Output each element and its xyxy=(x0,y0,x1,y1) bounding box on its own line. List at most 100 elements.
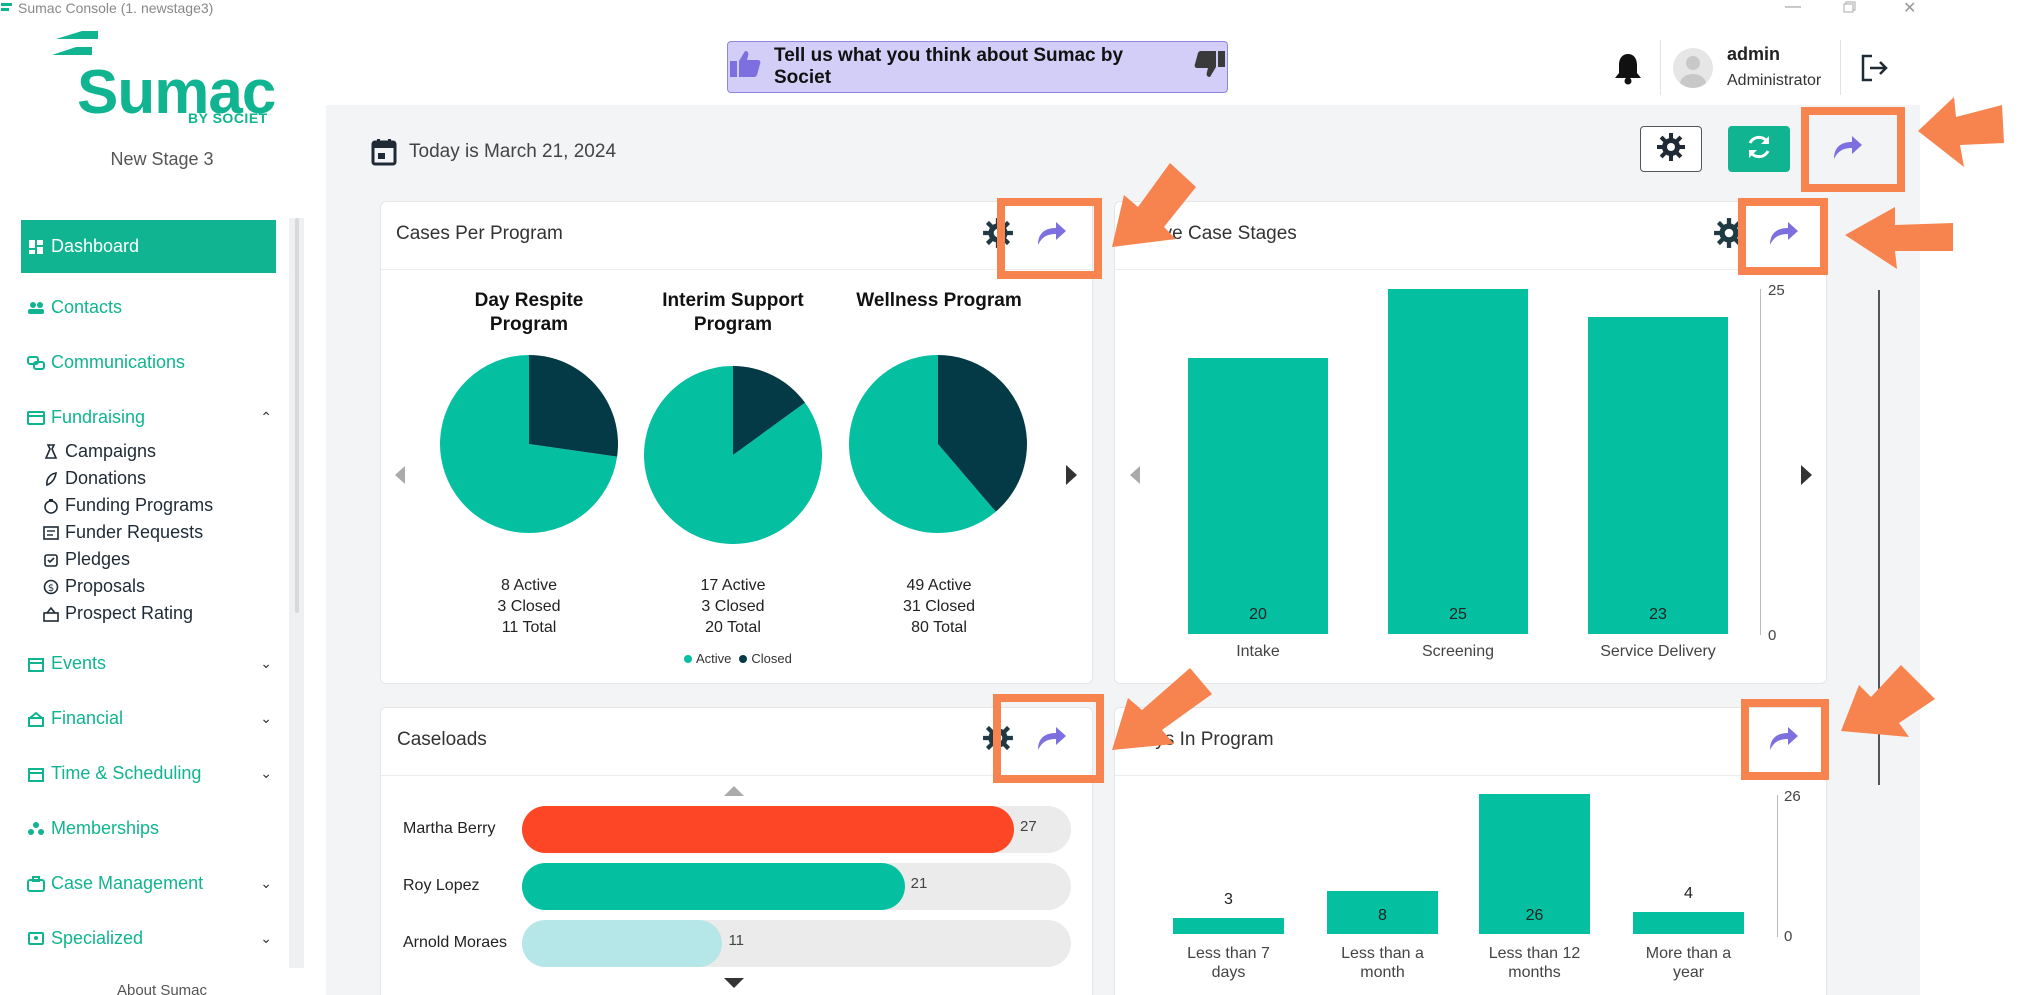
thumbs-down-icon[interactable] xyxy=(1193,49,1227,85)
sub-funder-requests[interactable]: Funder Requests xyxy=(42,519,203,546)
calendar-icon xyxy=(371,138,397,171)
sub-donations[interactable]: Donations xyxy=(42,465,146,492)
restore-icon[interactable] xyxy=(1843,0,1857,18)
user-name: admin xyxy=(1727,44,1781,64)
sidebar-scrollbar[interactable] xyxy=(295,218,299,613)
pie-stat-total: 11 Total xyxy=(501,619,557,636)
nav-memberships[interactable]: Memberships xyxy=(21,802,276,855)
thumbs-up-icon[interactable] xyxy=(728,49,762,85)
bar-value-label: 25 xyxy=(1449,606,1467,623)
bar-category-line: months xyxy=(1508,964,1561,981)
pie-title: Day Respite Program xyxy=(474,290,584,335)
y-axis-bottom-label: 0 xyxy=(1784,928,1793,945)
sub-funding-programs-label: Funding Programs xyxy=(65,495,214,515)
sub-prospect-rating[interactable]: Prospect Rating xyxy=(42,600,193,627)
main-scrollbar[interactable] xyxy=(1878,290,1880,785)
bar-intake xyxy=(1188,358,1328,634)
pie-stat-total: 80 Total xyxy=(911,619,967,636)
nav-specialized[interactable]: Specialized ⌄ xyxy=(21,912,276,965)
sub-proposals[interactable]: $ Proposals xyxy=(42,573,145,600)
days-in-program-card xyxy=(1114,707,1827,995)
days-in-program-title: Days In Program xyxy=(1131,729,1274,750)
minimize-icon[interactable]: — xyxy=(1785,0,1801,15)
bar-value-label: 26 xyxy=(1525,907,1544,924)
feedback-banner[interactable]: Tell us what you think about Sumac by So… xyxy=(727,41,1228,93)
memberships-icon xyxy=(26,819,46,839)
refresh-icon xyxy=(1744,132,1774,167)
card-divider xyxy=(381,775,1092,776)
financial-icon xyxy=(26,709,46,729)
sub-campaigns-label: Campaigns xyxy=(65,441,157,461)
nav-fundraising-label: Fundraising xyxy=(51,407,146,427)
sub-pledges-label: Pledges xyxy=(65,549,131,569)
fundraising-icon xyxy=(26,408,46,428)
nav-dashboard[interactable]: Dashboard xyxy=(21,220,276,273)
nav-time-scheduling[interactable]: Time & Scheduling ⌄ xyxy=(21,747,276,800)
sub-pledges[interactable]: Pledges xyxy=(42,546,130,573)
bar-value-label: 8 xyxy=(1378,907,1387,924)
bar-screening xyxy=(1388,289,1528,634)
dashboard-settings-button[interactable] xyxy=(1640,126,1702,172)
bar-category-label: Screening xyxy=(1421,643,1495,660)
pie-slice-closed xyxy=(938,355,1027,512)
share-arrow-icon[interactable] xyxy=(1766,219,1800,252)
donations-icon xyxy=(42,470,60,488)
carousel-next-icon[interactable] xyxy=(1801,465,1812,485)
nav-case-management[interactable]: Case Management ⌄ xyxy=(21,857,276,910)
caseload-value: 21 xyxy=(910,875,928,892)
bar-value-label: 3 xyxy=(1224,890,1233,908)
caseload-name: Arnold Moraes xyxy=(403,934,508,951)
nav-contacts-label: Contacts xyxy=(51,297,123,317)
caseload-bar-martha-berry xyxy=(522,806,1014,853)
nav-events-label: Events xyxy=(51,653,107,673)
sub-funding-programs[interactable]: Funding Programs xyxy=(42,492,213,519)
avatar[interactable] xyxy=(1673,48,1713,88)
share-arrow-icon[interactable] xyxy=(1766,724,1800,757)
annotation-arrow-icon xyxy=(1845,207,1953,269)
pie-stat-closed: 3 Closed xyxy=(497,598,561,615)
scroll-up-icon[interactable] xyxy=(724,786,744,796)
annotation-arrow-icon xyxy=(1841,665,1935,737)
cases-per-program-title: Cases Per Program xyxy=(396,223,563,244)
bar-category-label: More than a year xyxy=(1608,944,1769,982)
bar-category-line: Less than a xyxy=(1341,945,1424,962)
sub-campaigns[interactable]: Campaigns xyxy=(42,438,156,465)
gear-icon xyxy=(1656,132,1686,167)
card-divider xyxy=(1115,269,1826,270)
nav-communications[interactable]: Communications xyxy=(21,336,276,389)
nav-time-scheduling-label: Time & Scheduling xyxy=(51,763,202,783)
nav-fundraising[interactable]: Fundraising ⌃ xyxy=(21,391,276,444)
carousel-prev-icon[interactable] xyxy=(1130,466,1140,484)
legend-label-closed: Closed xyxy=(751,651,792,666)
carousel-next-icon[interactable] xyxy=(1066,465,1077,485)
share-arrow-icon xyxy=(1830,133,1864,166)
feedback-text: Tell us what you think about Sumac by So… xyxy=(774,45,1124,88)
bar-less-than-7-days xyxy=(1173,917,1284,934)
brand-logo-sub: BY SOCIET xyxy=(188,110,268,126)
sumac-logo-icon xyxy=(52,29,100,76)
dashboard-share-button[interactable] xyxy=(1816,126,1878,172)
logout-icon[interactable] xyxy=(1860,54,1890,87)
chevron-down-icon: ⌄ xyxy=(260,875,272,891)
bell-icon[interactable] xyxy=(1613,51,1643,90)
pie-stat-active: 49 Active xyxy=(906,577,972,594)
pie-stat-closed: 31 Closed xyxy=(902,598,976,615)
share-arrow-icon[interactable] xyxy=(1034,724,1068,757)
pie-title: Interim Support xyxy=(662,290,804,311)
card-divider xyxy=(1115,775,1826,776)
share-arrow-icon[interactable] xyxy=(1034,219,1068,252)
bar-category-line: More than a xyxy=(1645,945,1732,962)
refresh-button[interactable] xyxy=(1728,126,1790,172)
bar-less-than-12-months xyxy=(1479,794,1590,934)
pie-slice-active xyxy=(849,355,996,533)
nav-contacts[interactable]: Contacts xyxy=(21,281,276,334)
chevron-down-icon: ⌄ xyxy=(260,765,272,781)
close-icon[interactable]: ✕ xyxy=(1903,0,1917,17)
about-link[interactable]: About Sumac xyxy=(116,982,208,995)
carousel-prev-icon[interactable] xyxy=(395,466,405,484)
highlight-box xyxy=(1801,107,1905,192)
nav-financial[interactable]: Financial ⌄ xyxy=(21,692,276,745)
caseload-value: 27 xyxy=(1020,818,1037,835)
nav-events[interactable]: Events ⌄ xyxy=(21,637,276,690)
scroll-down-icon[interactable] xyxy=(724,978,744,988)
